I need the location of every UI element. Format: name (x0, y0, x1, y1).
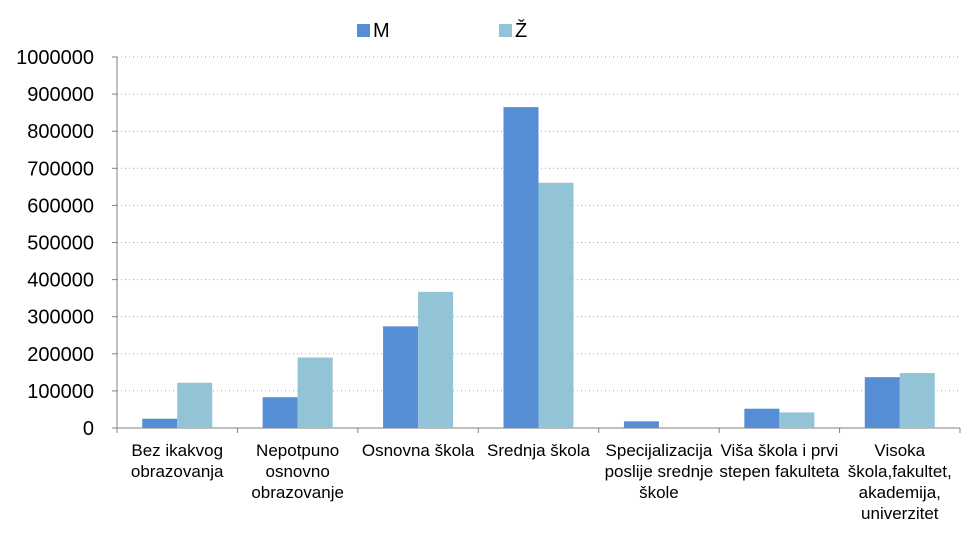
bar-m (623, 421, 659, 428)
bar-m (383, 326, 419, 428)
y-tick-label: 600000 (27, 195, 94, 217)
legend-label: M (373, 20, 390, 42)
y-tick-label: 100000 (27, 381, 94, 403)
bar-z (779, 412, 815, 428)
bar-m (262, 397, 298, 428)
y-tick-label: 1000000 (16, 47, 94, 69)
y-tick-label: 0 (83, 418, 94, 440)
x-tick-label: Bez ikakvog obrazovanja (131, 441, 224, 481)
y-tick-label: 200000 (27, 344, 94, 366)
x-tick-label: Nepotpuno osnovno obrazovanje (251, 441, 344, 502)
x-tick-label: Viša škola i prvi stepen fakulteta (719, 441, 840, 481)
x-tick-label: Osnovna škola (362, 441, 475, 460)
bar-z (297, 357, 333, 428)
bar-m (503, 107, 539, 429)
legend-swatch (357, 24, 370, 37)
bar-z (538, 182, 574, 428)
bars (142, 107, 935, 429)
x-tick-label: Specijalizacija poslije srednje škole (605, 441, 714, 502)
bar-m (744, 408, 780, 428)
x-tick-label: Srednja škola (487, 441, 591, 460)
bar-z (418, 291, 454, 428)
legend-swatch (499, 24, 512, 37)
y-tick-label: 400000 (27, 270, 94, 292)
legend-label: Ž (515, 19, 527, 42)
y-tick-label: 300000 (27, 307, 94, 329)
bar-m (864, 377, 900, 428)
bar-z (177, 382, 213, 428)
y-tick-label: 500000 (27, 233, 94, 255)
bar-m (142, 418, 178, 428)
y-tick-label: 800000 (27, 121, 94, 143)
y-tick-label: 900000 (27, 84, 94, 106)
y-tick-label: 700000 (27, 158, 94, 180)
x-tick-label: Visoka škola,fakultet, akademija, univerzit… (848, 441, 952, 523)
gridlines (117, 56, 960, 392)
tick-labels: 0 100000 200000 300000 400000 500000 600000 700… (16, 47, 952, 523)
bar-z (899, 373, 935, 428)
